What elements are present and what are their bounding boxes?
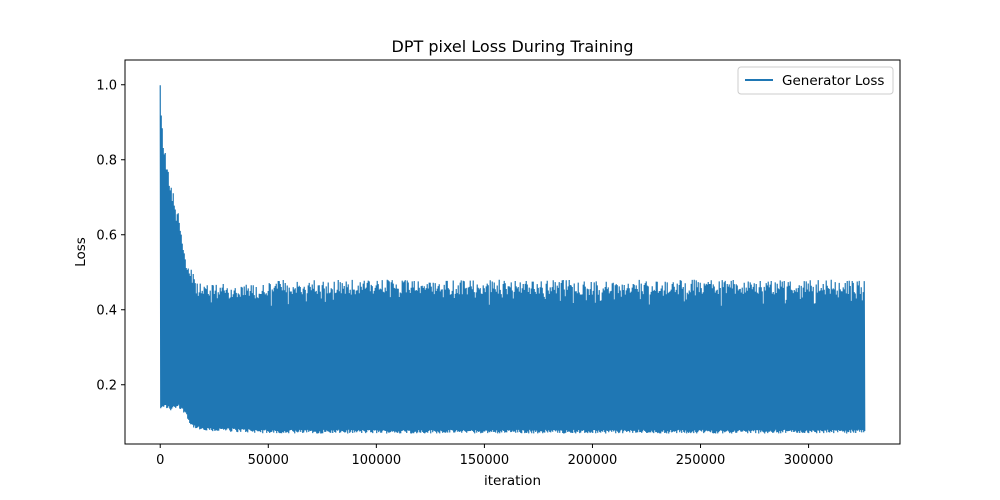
plot-area: [124, 59, 901, 445]
x-tick-label: 150000: [460, 453, 510, 468]
y-axis: 0.2 0.4 0.6 0.8 1.0: [96, 78, 125, 393]
x-axis: 0 50000 100000 150000 200000 250000 300000: [156, 444, 833, 468]
x-axis-label: iteration: [484, 473, 541, 489]
legend-box: [737, 66, 894, 95]
y-tick-label: 0.2: [96, 378, 117, 393]
chart-title: DPT pixel Loss During Training: [392, 37, 634, 56]
x-tick-label: 300000: [784, 453, 834, 468]
legend-label-generator-loss: Generator Loss: [782, 73, 884, 89]
y-tick-label: 0.6: [96, 228, 117, 243]
y-axis-label: Loss: [73, 237, 89, 267]
y-tick-label: 0.4: [96, 303, 117, 318]
y-tick-label: 1.0: [96, 78, 117, 93]
series-line-generator-loss: [159, 85, 866, 434]
axes-frame: [124, 59, 901, 445]
x-tick-label: 100000: [352, 453, 402, 468]
x-tick-label: 50000: [248, 453, 289, 468]
x-tick-label: 200000: [568, 453, 618, 468]
x-tick-label: 250000: [676, 453, 726, 468]
x-tick-label: 0: [156, 453, 164, 468]
y-tick-label: 0.8: [96, 153, 117, 168]
legend: Generator Loss: [737, 66, 894, 95]
